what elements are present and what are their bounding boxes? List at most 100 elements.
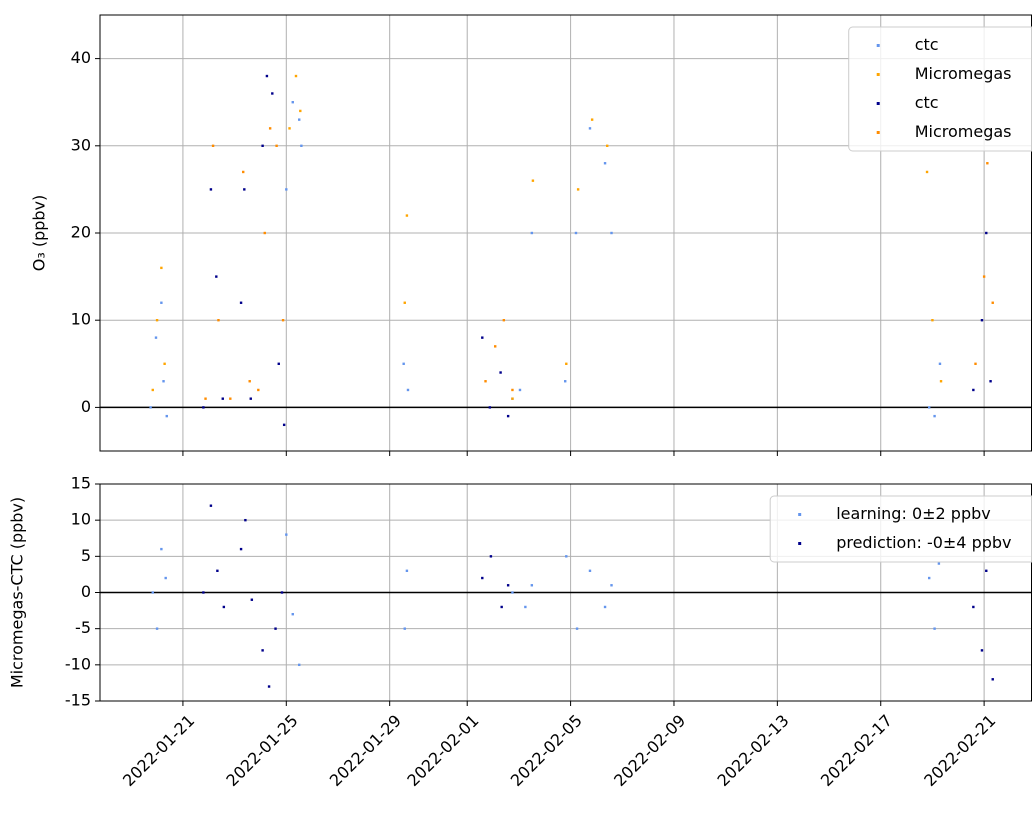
point	[405, 569, 409, 572]
point	[163, 362, 166, 365]
point	[271, 92, 274, 95]
point	[288, 127, 291, 130]
point	[565, 362, 568, 365]
point	[939, 380, 943, 383]
x-tick-label: 2022-01-21	[119, 711, 198, 790]
point	[489, 555, 493, 558]
point	[204, 397, 207, 400]
point	[300, 144, 303, 147]
y-axis-label: Micromegas-CTC (ppbv)	[8, 497, 27, 688]
legend: learning: 0±2 ppbv prediction: -0±4 ppbv	[769, 495, 1032, 563]
point	[209, 504, 213, 507]
point	[242, 170, 245, 174]
point	[481, 576, 484, 580]
point	[165, 414, 168, 418]
point	[239, 301, 243, 304]
point	[274, 627, 277, 630]
point	[164, 576, 167, 580]
x-tick-label: 2022-02-05	[507, 711, 586, 790]
point	[972, 388, 975, 392]
legend-marker	[798, 513, 802, 516]
point	[588, 127, 592, 130]
point	[261, 144, 264, 147]
point	[974, 362, 977, 365]
point	[243, 188, 246, 191]
point	[275, 144, 278, 147]
point	[925, 170, 929, 174]
point	[531, 179, 535, 182]
point	[282, 423, 286, 427]
point	[606, 144, 609, 147]
point	[403, 301, 406, 304]
point	[209, 188, 213, 191]
point	[299, 109, 302, 113]
point	[216, 569, 219, 572]
point	[511, 388, 514, 392]
point	[149, 406, 152, 409]
y-tick-label: 20	[71, 223, 91, 242]
y-tick-label: 15	[71, 474, 91, 493]
point	[160, 266, 163, 270]
point	[250, 598, 254, 601]
point	[980, 319, 984, 322]
point	[603, 162, 607, 165]
y-tick-label: 0	[81, 397, 91, 416]
y-axis-label: O₃ (ppbv)	[30, 195, 49, 272]
legend-marker	[876, 131, 880, 134]
x-tick-label: 2022-01-29	[326, 711, 405, 790]
point	[506, 584, 510, 587]
point	[248, 380, 251, 383]
point	[294, 74, 298, 78]
point	[590, 118, 594, 121]
y-tick-label: 10	[71, 510, 91, 529]
point	[263, 231, 266, 235]
point	[991, 678, 994, 681]
point	[502, 319, 506, 322]
y-tick-label: 30	[71, 135, 91, 154]
point	[160, 301, 163, 304]
point	[222, 605, 226, 609]
point	[986, 162, 989, 165]
point	[481, 336, 484, 339]
point	[268, 127, 272, 130]
point	[202, 591, 205, 594]
point	[499, 371, 502, 374]
y-tick-label: 0	[81, 582, 91, 601]
point	[151, 388, 154, 392]
y-tick-label: 5	[81, 546, 91, 565]
point	[511, 591, 514, 594]
point	[927, 406, 931, 409]
point	[982, 275, 986, 278]
legend-marker	[876, 44, 880, 47]
point	[564, 380, 567, 383]
legend-marker	[876, 102, 880, 105]
point	[991, 301, 994, 304]
point	[610, 231, 613, 235]
y-tick-label: -10	[65, 654, 91, 673]
point	[267, 685, 271, 688]
point	[298, 663, 301, 667]
point	[937, 562, 941, 565]
point	[280, 591, 284, 594]
point	[406, 388, 410, 392]
point	[229, 397, 232, 400]
point	[217, 319, 220, 322]
legend-label: prediction: -0±4 ppbv	[836, 533, 1011, 552]
point	[484, 380, 487, 383]
legend: ctc Micromegas ctc Micromegas	[848, 26, 1032, 152]
legend-label: Micromegas	[915, 64, 1012, 83]
point	[500, 605, 503, 609]
subplot: -15 -10 -5 0 5 10 15 2022-01-21 2022-01-25 2022-0…	[8, 474, 1032, 790]
point	[610, 584, 613, 587]
point	[985, 569, 988, 572]
point	[239, 547, 243, 551]
point	[576, 188, 580, 191]
x-tick-label: 2022-02-01	[403, 711, 482, 790]
point	[211, 144, 215, 147]
point	[298, 118, 301, 121]
point	[980, 649, 984, 652]
point	[511, 397, 514, 400]
point	[277, 362, 280, 365]
point	[215, 275, 218, 278]
